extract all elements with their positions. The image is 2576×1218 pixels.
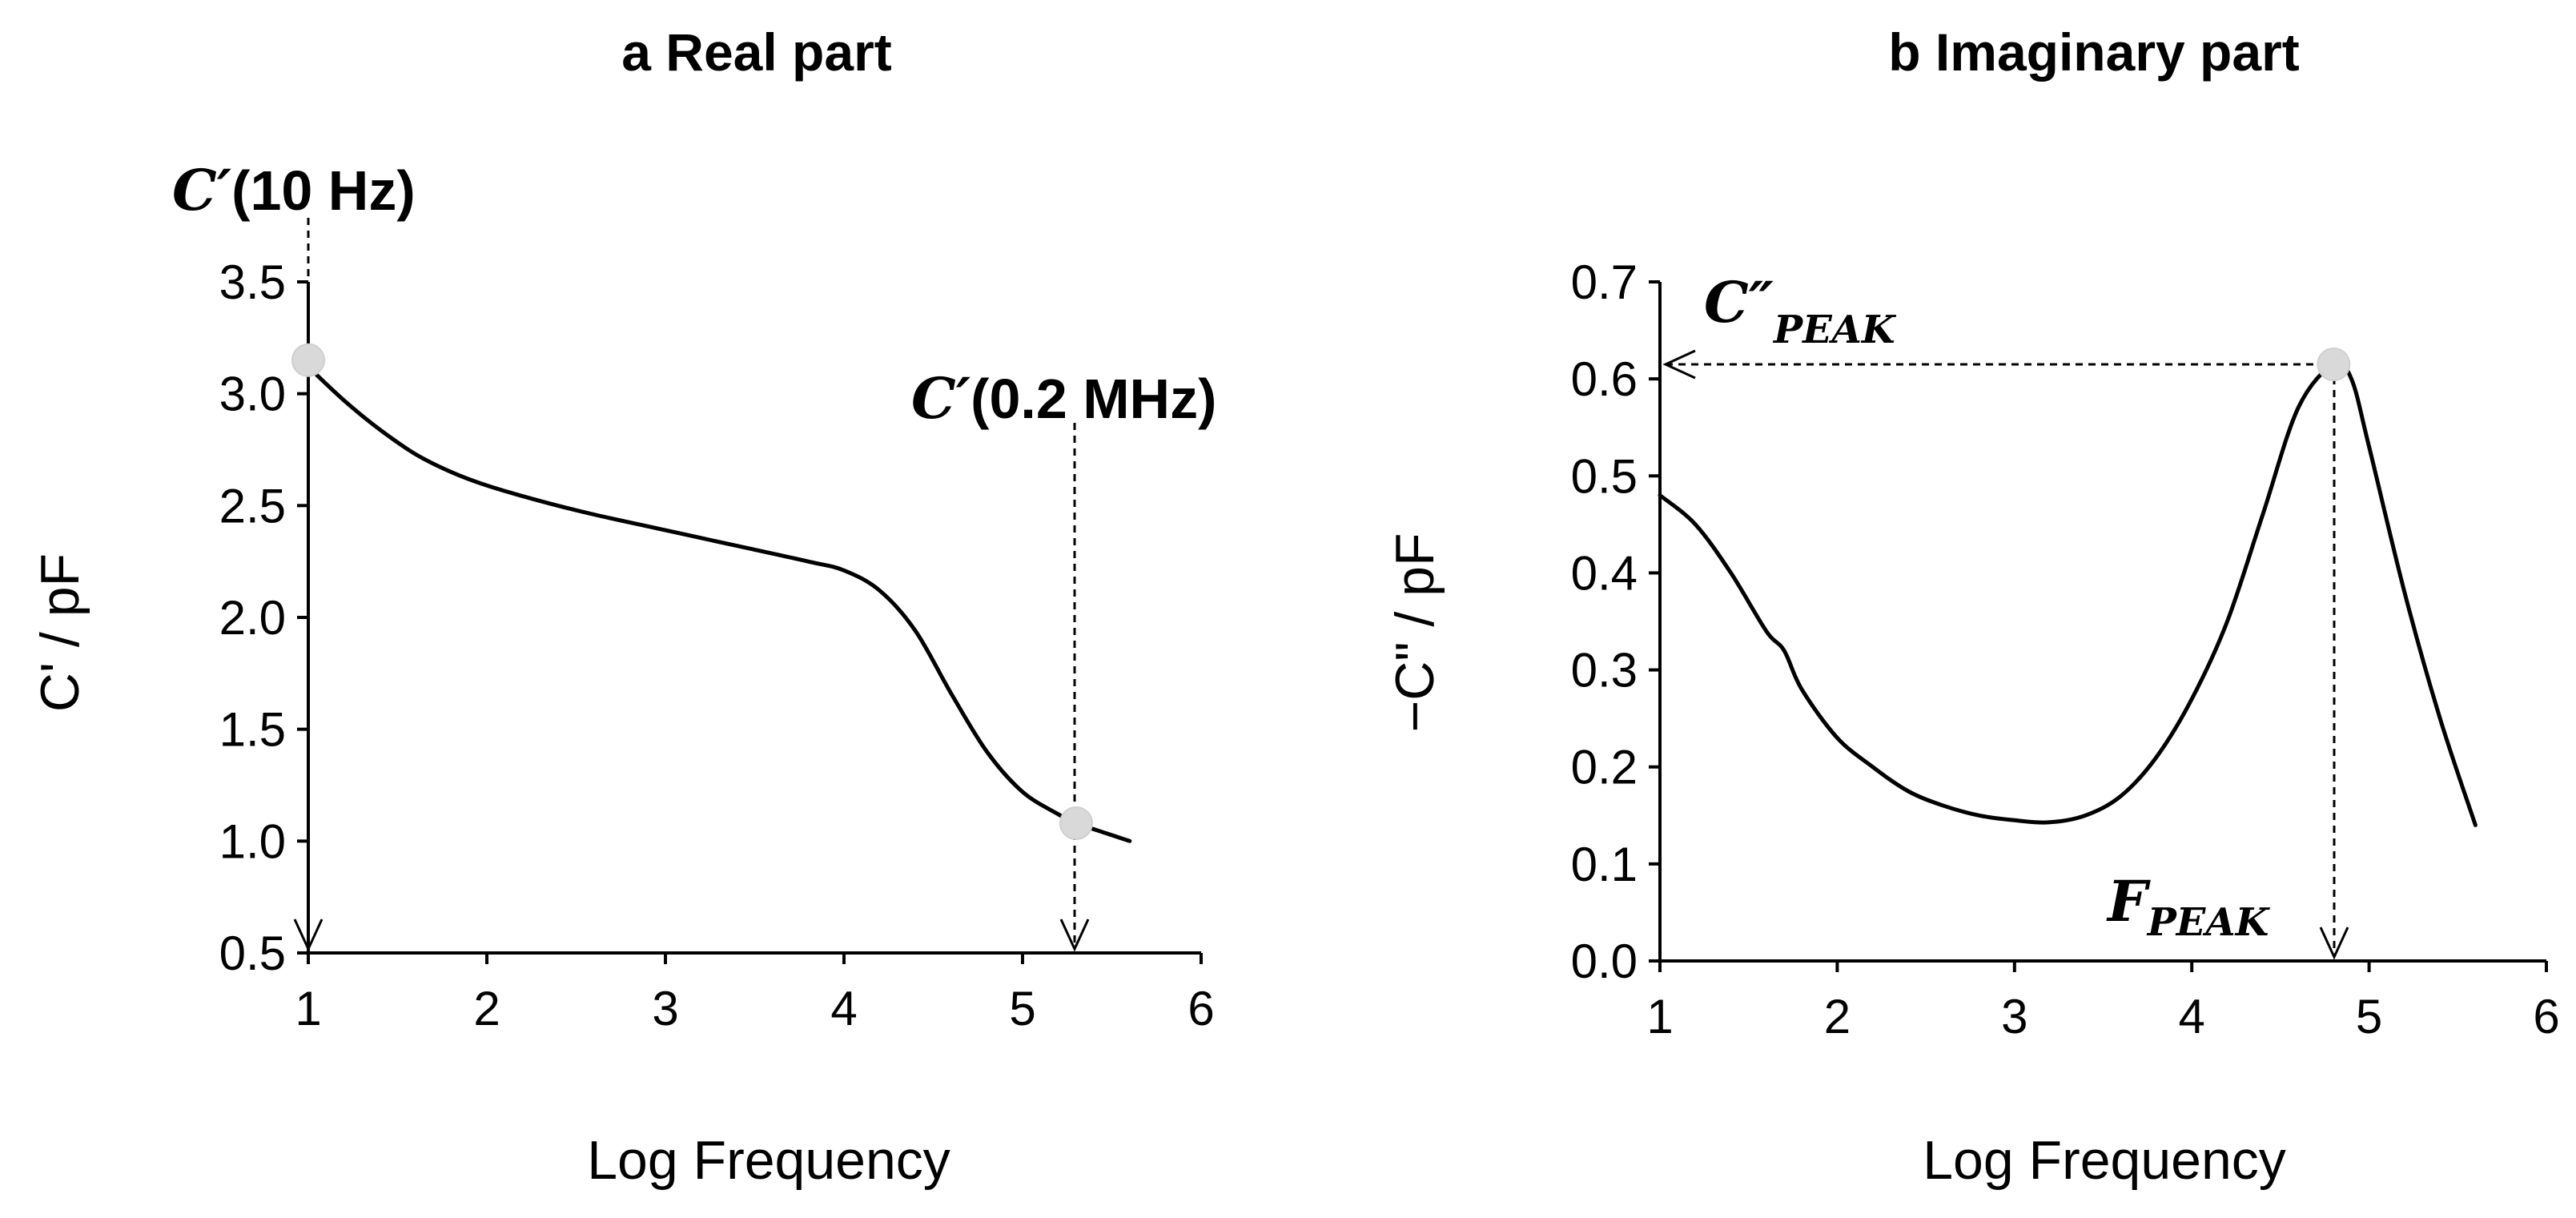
chart-b-y-tick-label: 0.1 — [1571, 838, 1638, 891]
chart-b-marker-peak — [2317, 347, 2351, 381]
chart-a-x-ticks: 1 2 3 4 5 6 — [295, 953, 1215, 1035]
chart-a-annotation-left: C′(10 Hz) — [172, 157, 416, 223]
chart-b-x-ticks: 1 2 3 4 5 6 — [1646, 961, 2560, 1043]
chart-a-x-tick-label: 1 — [295, 982, 321, 1035]
chart-a-y-tick-label: 2.5 — [219, 479, 286, 533]
chart-b-annotation-f-peak-symbol: F — [2106, 868, 2151, 935]
chart-b-y-tick-label: 0.3 — [1571, 644, 1638, 697]
chart-b-x-tick-label: 1 — [1646, 990, 1673, 1043]
chart-b-annotation-c-peak-subscript: PEAK — [1772, 308, 1897, 352]
chart-b-x-tick-label: 4 — [2179, 990, 2205, 1043]
chart-a-points — [291, 343, 1093, 840]
chart-b-points — [2317, 347, 2351, 381]
chart-b-y-tick-label: 0.7 — [1571, 255, 1638, 309]
chart-a-y-tick-label: 3.0 — [219, 368, 286, 421]
chart-a-marker-c-10hz — [291, 343, 325, 377]
chart-b-x-tick-label: 2 — [1824, 990, 1851, 1043]
chart-imaginary-part: b Imaginary part 0.00.10.20.30.40.50.60.… — [1384, 22, 2560, 1191]
chart-a-x-tick-label: 6 — [1188, 982, 1214, 1035]
chart-a-y-ticks: 0.5 1.0 1.5 2.0 2.5 3.0 3.5 — [219, 255, 308, 980]
chart-a-y-label: C' / pF — [30, 553, 90, 712]
chart-b-title: b Imaginary part — [1888, 22, 2299, 82]
chart-b-y-tick-label: 0.4 — [1571, 546, 1638, 600]
chart-b-x-tick-label: 5 — [2356, 990, 2382, 1043]
chart-a-x-tick-label: 4 — [830, 982, 857, 1035]
chart-b-x-tick-label: 3 — [2001, 990, 2027, 1043]
chart-a-arrow-right — [1059, 919, 1090, 952]
chart-a-x-label: Log Frequency — [587, 1130, 950, 1191]
chart-b-annotation-c-peak: C″PEAK — [1704, 269, 1897, 352]
chart-b-annotation-f-peak-subscript: PEAK — [2146, 900, 2271, 945]
chart-b-arrow-down — [2319, 927, 2349, 960]
chart-b-annotation-f-peak: FPEAK — [2106, 868, 2271, 945]
chart-b-series-line — [1658, 360, 2478, 827]
chart-b-y-tick-label: 0.2 — [1571, 741, 1638, 794]
chart-real-part: a Real part 0.5 1.0 1.5 2.0 2.5 3.0 3.5 1 2 3 4 5 6… — [30, 22, 1216, 1191]
chart-b-x-label: Log Frequency — [1923, 1130, 2286, 1191]
chart-a-annotation-right-text: (0.2 MHz) — [971, 368, 1216, 430]
chart-a-annotation-right-symbol: C′ — [911, 365, 971, 432]
chart-b-arrow-left — [1662, 349, 1696, 380]
chart-a-y-tick-label: 0.5 — [219, 927, 286, 980]
chart-a-annotation-left-symbol: C′ — [172, 157, 232, 223]
chart-b-y-tick-label: 0.6 — [1571, 352, 1638, 406]
chart-a-y-tick-label: 1.5 — [219, 703, 286, 757]
chart-b-y-label: −C" / pF — [1384, 533, 1445, 733]
chart-a-marker-c-02mhz — [1059, 806, 1093, 840]
chart-a-x-tick-label: 3 — [652, 982, 678, 1035]
chart-b-x-tick-label: 6 — [2533, 990, 2559, 1043]
chart-b-y-tick-label: 0.0 — [1571, 935, 1638, 988]
chart-b-y-ticks: 0.0 0.1 0.2 0.3 0.4 0.5 0.6 0.7 — [1571, 255, 1660, 988]
chart-a-x-tick-label: 2 — [473, 982, 500, 1035]
chart-a-arrow-left — [293, 919, 324, 952]
chart-a-series-line — [306, 364, 1132, 843]
chart-b-y-tick-label: 0.5 — [1571, 449, 1638, 503]
chart-a-y-tick-label: 1.0 — [219, 814, 286, 868]
chart-b-annotation-c-peak-symbol: C″ — [1704, 269, 1774, 336]
chart-a-x-tick-label: 5 — [1009, 982, 1035, 1035]
chart-a-y-tick-label: 3.5 — [219, 255, 286, 309]
chart-a-y-tick-label: 2.0 — [219, 591, 286, 645]
chart-a-annotation-right: C′(0.2 MHz) — [911, 365, 1216, 432]
chart-a-annotation-left-text: (10 Hz) — [231, 159, 415, 222]
chart-a-title: a Real part — [621, 22, 891, 82]
